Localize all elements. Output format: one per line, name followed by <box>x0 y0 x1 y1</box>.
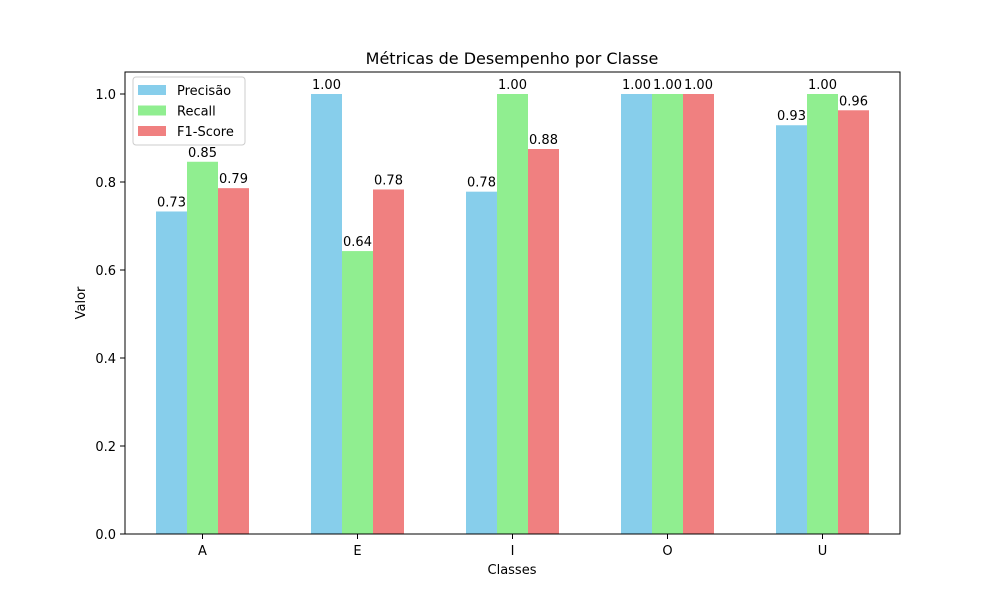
y-tick-label: 0.4 <box>95 352 116 367</box>
data-label: 1.00 <box>653 78 682 93</box>
y-tick-label: 0.8 <box>95 176 116 191</box>
legend-swatch <box>138 105 166 116</box>
bar-recall-o <box>652 94 683 534</box>
x-tick-label: A <box>198 544 207 559</box>
legend: Precisão Recall F1-Score <box>132 76 246 146</box>
data-label: 0.64 <box>343 235 372 250</box>
bar-f1-score-e <box>373 189 404 535</box>
y-axis-label: Valor <box>74 286 89 319</box>
data-label: 0.78 <box>467 176 496 191</box>
data-label: 0.88 <box>529 133 558 148</box>
legend-swatch <box>138 126 166 136</box>
legend-label: Precisão <box>177 84 231 99</box>
bar-f1-score-a <box>218 188 249 534</box>
y-tick-label: 0.6 <box>95 264 116 279</box>
bar-precisão-a <box>156 211 187 535</box>
bar-f1-score-u <box>838 110 869 534</box>
data-label: 1.00 <box>622 78 651 93</box>
bar-recall-i <box>497 94 528 534</box>
bars-layer <box>156 94 869 535</box>
data-label: 1.00 <box>498 78 527 93</box>
data-label: 0.79 <box>219 172 248 187</box>
data-label: 0.78 <box>374 173 403 188</box>
bar-precisão-i <box>466 191 497 534</box>
bar-recall-a <box>187 161 218 534</box>
bar-recall-u <box>807 94 838 534</box>
x-tick-label: U <box>818 544 828 559</box>
bar-precisão-u <box>776 125 807 535</box>
x-tick-label: E <box>353 544 361 559</box>
bar-f1-score-o <box>683 94 714 534</box>
data-label: 0.85 <box>188 146 217 161</box>
y-tick-label: 0.2 <box>95 440 116 455</box>
data-label: 1.00 <box>312 78 341 93</box>
bar-f1-score-i <box>528 149 559 534</box>
bar-precisão-e <box>311 94 342 534</box>
y-tick-label: 1.0 <box>95 88 116 103</box>
data-label: 0.73 <box>157 195 186 210</box>
data-label: 0.93 <box>777 109 806 124</box>
data-label: 1.00 <box>684 78 713 93</box>
data-label: 1.00 <box>808 78 837 93</box>
data-label: 0.96 <box>839 94 868 109</box>
bar-recall-e <box>342 251 373 534</box>
value-labels-layer: 0.731.000.781.000.930.850.641.00 1.00 1.00… <box>157 78 868 250</box>
x-axis-label: Classes <box>488 563 537 578</box>
x-tick-label: I <box>511 544 515 559</box>
y-tick-label: 0.0 <box>95 528 116 543</box>
bar-precisão-o <box>621 94 652 534</box>
chart-title: Métricas de Desempenho por Classe <box>366 49 659 68</box>
legend-label: Recall <box>177 105 216 120</box>
legend-label: F1-Score <box>177 125 234 140</box>
legend-swatch <box>138 85 166 95</box>
x-tick-label: O <box>662 544 672 559</box>
y-axis: 0.0 0.2 0.4 0.6 0.8 1.0 <box>95 88 125 543</box>
